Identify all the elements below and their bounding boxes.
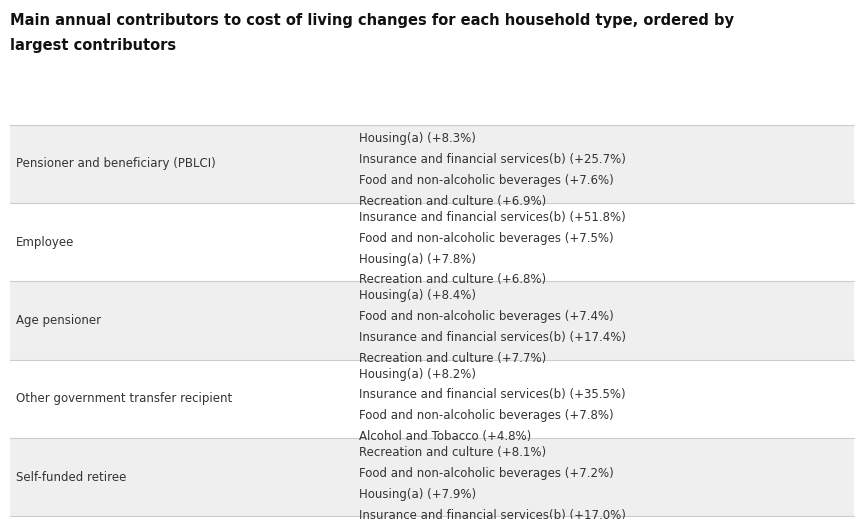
Bar [10, 203, 854, 281]
Text: Insurance and financial services(b) (+35.5%): Insurance and financial services(b) (+35… [359, 388, 626, 401]
Bar [10, 125, 854, 203]
Text: Recreation and culture (+8.1%): Recreation and culture (+8.1%) [359, 446, 546, 459]
Text: Housing(a) (+8.2%): Housing(a) (+8.2%) [359, 367, 475, 380]
Text: Food and non-alcoholic beverages (+7.2%): Food and non-alcoholic beverages (+7.2%) [359, 467, 613, 480]
Text: Recreation and culture (+6.8%): Recreation and culture (+6.8%) [359, 274, 546, 286]
Text: Housing(a) (+8.4%): Housing(a) (+8.4%) [359, 289, 475, 302]
Text: Food and non-alcoholic beverages (+7.4%): Food and non-alcoholic beverages (+7.4%) [359, 310, 613, 323]
Text: Housing(a) (+7.8%): Housing(a) (+7.8%) [359, 253, 475, 266]
Text: Housing(a) (+7.9%): Housing(a) (+7.9%) [359, 488, 476, 501]
Text: Insurance and financial services(b) (+17.0%): Insurance and financial services(b) (+17… [359, 509, 626, 519]
Text: largest contributors: largest contributors [10, 38, 176, 53]
Text: Food and non-alcoholic beverages (+7.5%): Food and non-alcoholic beverages (+7.5%) [359, 231, 613, 244]
Text: Employee: Employee [16, 236, 74, 249]
Text: Insurance and financial services(b) (+17.4%): Insurance and financial services(b) (+17… [359, 331, 626, 344]
Text: Pensioner and beneficiary (PBLCI): Pensioner and beneficiary (PBLCI) [16, 157, 215, 170]
Bar [10, 281, 854, 360]
Text: Recreation and culture (+7.7%): Recreation and culture (+7.7%) [359, 352, 546, 365]
Text: Insurance and financial services(b) (+25.7%): Insurance and financial services(b) (+25… [359, 153, 626, 166]
Text: Alcohol and Tobacco (+4.8%): Alcohol and Tobacco (+4.8%) [359, 430, 530, 443]
Bar [10, 438, 854, 516]
Text: Recreation and culture (+6.9%): Recreation and culture (+6.9%) [359, 195, 546, 208]
Text: Other government transfer recipient: Other government transfer recipient [16, 392, 232, 405]
Text: Insurance and financial services(b) (+51.8%): Insurance and financial services(b) (+51… [359, 211, 626, 224]
Text: Self-funded retiree: Self-funded retiree [16, 471, 126, 484]
Text: Food and non-alcoholic beverages (+7.6%): Food and non-alcoholic beverages (+7.6%) [359, 174, 613, 187]
Text: Age pensioner: Age pensioner [16, 314, 101, 327]
Text: Main annual contributors to cost of living changes for each household type, orde: Main annual contributors to cost of livi… [10, 13, 734, 28]
Text: Housing(a) (+8.3%): Housing(a) (+8.3%) [359, 132, 475, 145]
Bar [10, 360, 854, 438]
Text: Food and non-alcoholic beverages (+7.8%): Food and non-alcoholic beverages (+7.8%) [359, 409, 613, 422]
